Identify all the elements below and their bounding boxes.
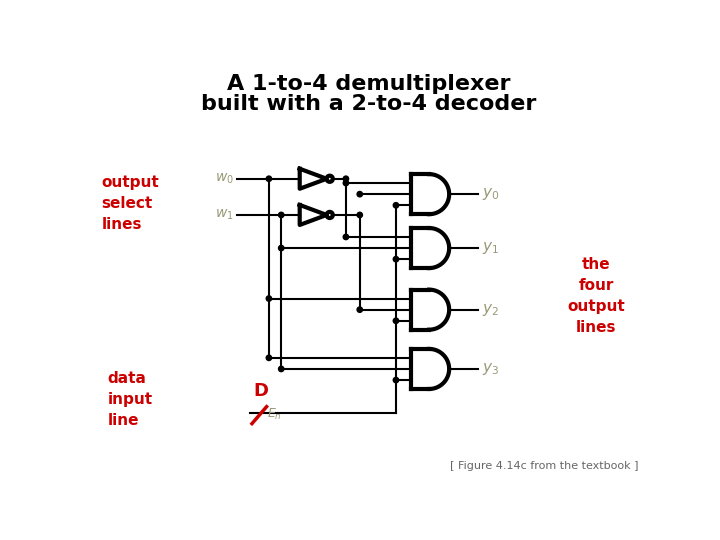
Text: A 1-to-4 demultiplexer: A 1-to-4 demultiplexer xyxy=(228,74,510,94)
Circle shape xyxy=(343,180,348,186)
Circle shape xyxy=(279,212,284,218)
Text: the
four
output
lines: the four output lines xyxy=(567,257,625,335)
Circle shape xyxy=(279,366,284,372)
Circle shape xyxy=(357,212,362,218)
Circle shape xyxy=(279,245,284,251)
Text: $y_1$: $y_1$ xyxy=(482,240,500,256)
Text: built with a 2-to-4 decoder: built with a 2-to-4 decoder xyxy=(202,94,536,114)
Circle shape xyxy=(266,176,271,181)
Text: $y_3$: $y_3$ xyxy=(482,361,500,377)
Circle shape xyxy=(393,202,399,208)
Circle shape xyxy=(393,318,399,323)
Text: data
input
line: data input line xyxy=(108,372,153,428)
Circle shape xyxy=(266,355,271,361)
Circle shape xyxy=(357,192,362,197)
Text: D: D xyxy=(253,382,268,400)
Circle shape xyxy=(393,377,399,383)
Text: $y_0$: $y_0$ xyxy=(482,186,500,202)
Circle shape xyxy=(343,234,348,240)
Circle shape xyxy=(357,307,362,312)
Circle shape xyxy=(393,256,399,262)
Text: $w_1$: $w_1$ xyxy=(215,208,233,222)
Text: $y_2$: $y_2$ xyxy=(482,302,500,318)
Text: $E_n$: $E_n$ xyxy=(267,407,282,422)
Text: $w_0$: $w_0$ xyxy=(215,172,233,186)
Text: output
select
lines: output select lines xyxy=(102,175,159,232)
Circle shape xyxy=(343,176,348,181)
Circle shape xyxy=(266,296,271,301)
Text: [ Figure 4.14c from the textbook ]: [ Figure 4.14c from the textbook ] xyxy=(450,461,639,470)
